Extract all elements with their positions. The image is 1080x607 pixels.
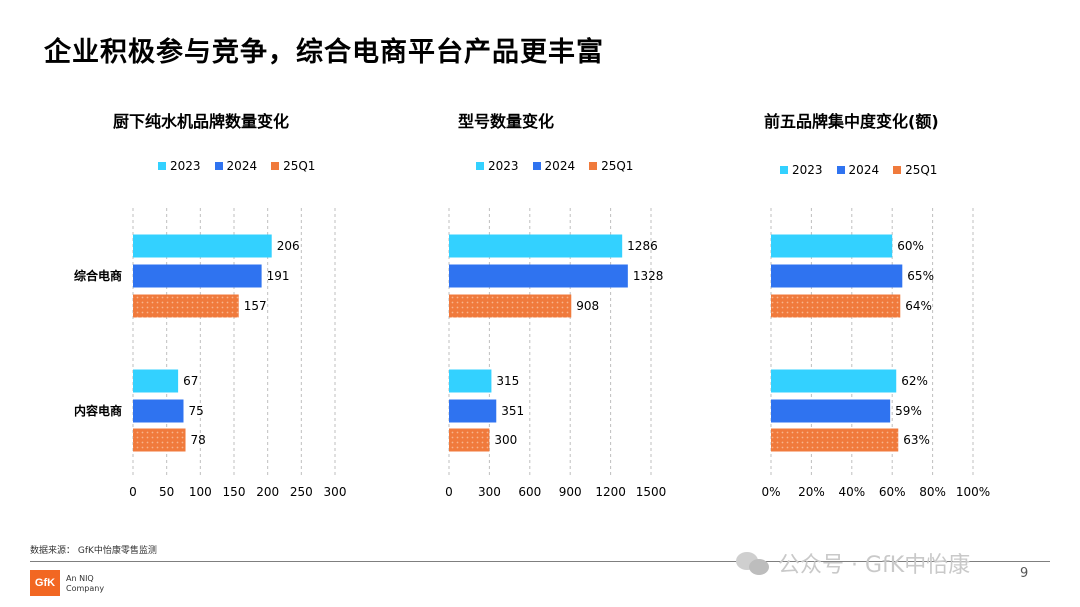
- legend-item-25q1: 25Q1: [271, 159, 315, 173]
- legend-swatch: [158, 162, 166, 170]
- page-number: 9: [1020, 566, 1029, 581]
- logo-subtitle-line-1: An NIQ: [66, 574, 94, 583]
- legend-swatch: [893, 166, 902, 174]
- legend-swatch: [589, 162, 598, 170]
- legend-label: 2024: [544, 159, 576, 173]
- legend-item-25q1: 25Q1: [893, 163, 937, 177]
- chart-legend: 2023 2024 25Q1: [780, 163, 937, 177]
- chart-title: 前五品牌集中度变化(额): [764, 112, 939, 131]
- chart-model-count: 型号数量变化 2023 2024 25Q1: [370, 100, 710, 520]
- legend-label: 2024: [226, 159, 258, 173]
- legend-item-2024: 2024: [214, 159, 258, 173]
- chart-legend: 2023 2024 25Q1: [158, 159, 315, 173]
- legend-label: 2023: [170, 159, 201, 173]
- legend-swatch: [836, 166, 845, 174]
- legend-item-2024: 2024: [836, 163, 880, 177]
- legend-item-2024: 2024: [532, 159, 576, 173]
- chart-top5-concentration: 前五品牌集中度变化(额) 2023 2024 25Q1: [710, 100, 1080, 520]
- legend-swatch: [532, 162, 541, 170]
- watermark-text: 公众号 · GfK中怡康: [778, 553, 971, 578]
- legend-item-2023: 2023: [158, 159, 201, 173]
- chart-title: 厨下纯水机品牌数量变化: [113, 112, 290, 131]
- legend-label: 2023: [488, 159, 519, 173]
- legend-item-25q1: 25Q1: [589, 159, 633, 173]
- legend-swatch: [476, 162, 484, 170]
- legend-item-2023: 2023: [780, 163, 823, 177]
- legend-swatch: [214, 162, 223, 170]
- chart-legend: 2023 2024 25Q1: [476, 159, 633, 173]
- legend-item-2023: 2023: [476, 159, 519, 173]
- legend-label: 2024: [848, 163, 880, 177]
- legend-label: 25Q1: [283, 159, 316, 173]
- watermark: 公众号 · GfK中怡康: [736, 547, 970, 579]
- legend-swatch: [780, 166, 788, 174]
- chart-brand-count: 厨下纯水机品牌数量变化 2023 2024 25Q1: [0, 100, 370, 520]
- legend-label: 25Q1: [905, 163, 938, 177]
- gfk-logo: GfK: [30, 570, 60, 596]
- chart-title: 型号数量变化: [458, 112, 555, 131]
- logo-subtitle: An NIQ Company: [66, 574, 104, 594]
- legend-label: 25Q1: [601, 159, 634, 173]
- legend-label: 2023: [792, 163, 823, 177]
- wechat-icon: [736, 550, 770, 576]
- legend-swatch: [271, 162, 280, 170]
- logo-subtitle-line-2: Company: [66, 584, 105, 593]
- footer-divider: [30, 561, 1050, 562]
- data-source-note: 数据来源： GfK中怡康零售监测: [30, 546, 157, 556]
- page-title: 企业积极参与竞争，综合电商平台产品更丰富: [44, 37, 604, 68]
